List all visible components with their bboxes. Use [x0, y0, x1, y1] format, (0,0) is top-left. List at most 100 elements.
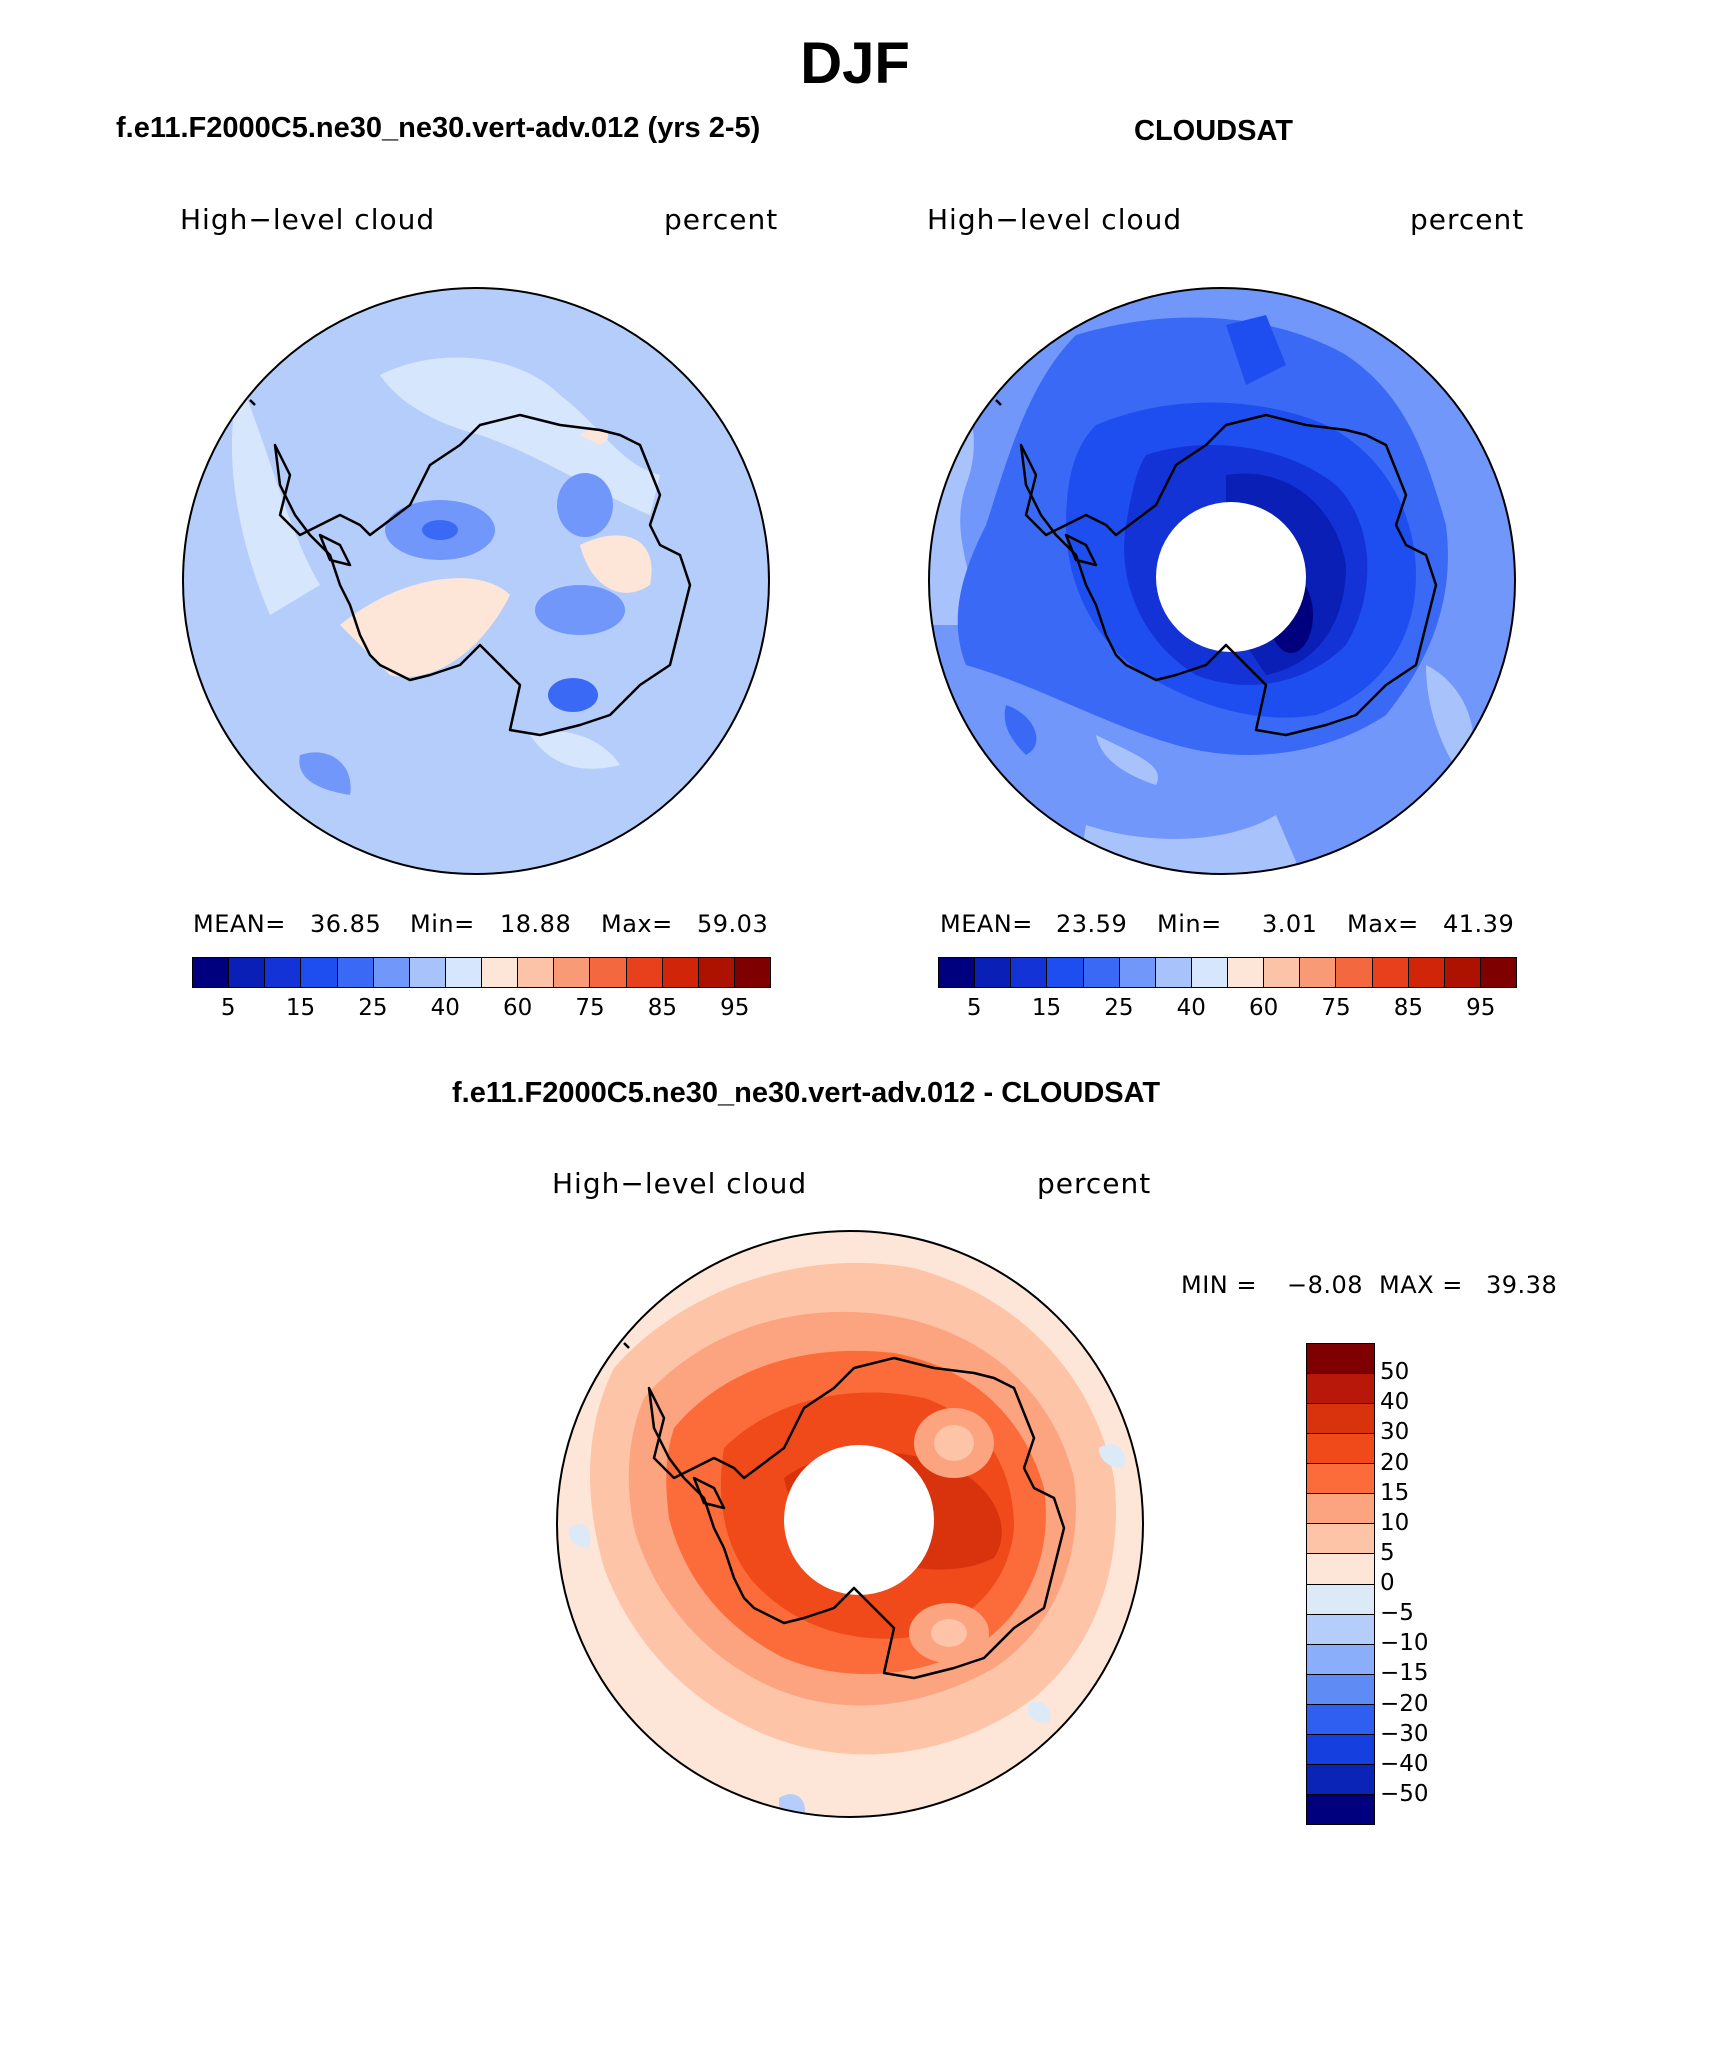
colorbar-swatch — [1307, 1674, 1374, 1705]
colorbar-swatch — [337, 958, 374, 987]
colorbar-tick-label: 40 — [1380, 1389, 1410, 1416]
obs-units-label: percent — [1410, 203, 1525, 236]
obs-mean-label: MEAN= — [940, 910, 1033, 938]
colorbar-swatch — [554, 958, 591, 987]
colorbar-tick-label: −5 — [1380, 1600, 1414, 1627]
colorbar-swatch — [590, 958, 627, 987]
colorbar-swatch — [1307, 1704, 1374, 1735]
colorbar-swatch — [482, 958, 519, 987]
colorbar-swatch — [1083, 958, 1120, 987]
model-min-label: Min= — [410, 910, 475, 938]
colorbar-tick-label: −20 — [1380, 1690, 1429, 1717]
figure-title: DJF — [800, 31, 910, 96]
colorbar-tick-label: 30 — [1380, 1419, 1410, 1446]
obs-min-label: Min= — [1157, 910, 1222, 938]
colorbar-swatch — [1307, 1344, 1374, 1375]
colorbar-tick-label: −40 — [1380, 1750, 1429, 1777]
colorbar-swatch — [1119, 958, 1156, 987]
colorbar-tick-label: 50 — [1380, 1359, 1410, 1386]
colorbar-swatch — [1011, 958, 1048, 987]
colorbar-swatch — [1408, 958, 1445, 987]
colorbar-swatch — [229, 958, 266, 987]
colorbar-swatch — [409, 958, 446, 987]
colorbar-swatch — [1444, 958, 1481, 987]
colorbar-tick-label: −10 — [1380, 1630, 1429, 1657]
colorbar-swatch — [1307, 1554, 1374, 1585]
colorbar-tick-label: 95 — [720, 995, 750, 1021]
obs-panel-title: CLOUDSAT — [1134, 115, 1293, 147]
colorbar-swatch — [193, 958, 230, 987]
colorbar-tick-label: 15 — [1031, 995, 1062, 1021]
colorbar-swatch — [1480, 958, 1516, 987]
colorbar-tick-label: 40 — [1176, 995, 1206, 1021]
colorbar-swatch — [734, 958, 770, 987]
colorbar-tick-label: 75 — [575, 995, 605, 1021]
colorbar-swatch — [1191, 958, 1228, 987]
diff-min-value: −8.08 — [1287, 1271, 1364, 1299]
colorbar-tick-label: 75 — [1321, 995, 1351, 1021]
colorbar-swatch — [265, 958, 302, 987]
model-colorbar — [192, 957, 771, 988]
diff-map — [556, 1230, 1144, 1818]
colorbar-swatch — [1307, 1734, 1374, 1765]
model-panel-title: f.e11.F2000C5.ne30_ne30.vert-adv.012 (yr… — [116, 112, 761, 144]
colorbar-swatch — [626, 958, 663, 987]
colorbar-swatch — [1155, 958, 1192, 987]
colorbar-tick-label: 95 — [1466, 995, 1496, 1021]
colorbar-tick-label: 60 — [503, 995, 533, 1021]
diff-panel-title: f.e11.F2000C5.ne30_ne30.vert-adv.012 - C… — [452, 1077, 1161, 1109]
colorbar-tick-label: 10 — [1380, 1509, 1410, 1536]
colorbar-tick-label: 0 — [1380, 1570, 1395, 1596]
obs-max-value: 41.39 — [1443, 910, 1515, 938]
model-map — [182, 287, 770, 875]
diff-colorbar-labels: 50 40 30 20 15 10 5 0 −5 −10 −15 −20 −30 −40 −50 — [1380, 1343, 1460, 1823]
obs-mean-value: 23.59 — [1056, 910, 1128, 938]
colorbar-swatch — [1307, 1374, 1374, 1405]
obs-max-label: Max= — [1347, 910, 1419, 938]
colorbar-tick-label: 40 — [430, 995, 460, 1021]
colorbar-swatch — [445, 958, 482, 987]
diff-colorbar — [1306, 1343, 1375, 1825]
colorbar-tick-label: 25 — [1104, 995, 1134, 1021]
colorbar-swatch — [1307, 1614, 1374, 1645]
diff-max-value: 39.38 — [1486, 1271, 1558, 1299]
colorbar-tick-label: 5 — [1380, 1539, 1395, 1566]
colorbar-swatch — [1264, 958, 1301, 987]
colorbar-swatch — [1307, 1434, 1374, 1465]
diff-units-label: percent — [1037, 1167, 1152, 1200]
colorbar-swatch — [1307, 1404, 1374, 1435]
obs-map — [928, 287, 1516, 875]
obs-colorbar-labels: 5 15 25 40 60 75 85 95 — [938, 995, 1515, 1025]
colorbar-tick-label: 5 — [220, 995, 236, 1021]
model-max-label: Max= — [601, 910, 673, 938]
colorbar-tick-label: 85 — [647, 995, 678, 1021]
colorbar-swatch — [1228, 958, 1265, 987]
model-colorbar-labels: 5 15 25 40 60 75 85 95 — [192, 995, 769, 1025]
colorbar-swatch — [698, 958, 735, 987]
colorbar-swatch — [1307, 1494, 1374, 1525]
colorbar-swatch — [1307, 1464, 1374, 1495]
diff-min-label: MIN = — [1181, 1271, 1257, 1299]
model-units-label: percent — [664, 203, 779, 236]
diff-variable-label: High−level cloud — [552, 1167, 808, 1200]
model-min-value: 18.88 — [500, 910, 572, 938]
colorbar-swatch — [1307, 1524, 1374, 1555]
colorbar-swatch — [1307, 1584, 1374, 1615]
colorbar-swatch — [1336, 958, 1373, 987]
colorbar-swatch — [301, 958, 338, 987]
model-variable-label: High−level cloud — [180, 203, 436, 236]
colorbar-swatch — [939, 958, 976, 987]
colorbar-swatch — [518, 958, 555, 987]
colorbar-swatch — [662, 958, 699, 987]
colorbar-tick-label: 15 — [285, 995, 316, 1021]
colorbar-swatch — [1307, 1794, 1374, 1824]
obs-variable-label: High−level cloud — [927, 203, 1183, 236]
colorbar-tick-label: −30 — [1380, 1720, 1429, 1747]
model-max-value: 59.03 — [697, 910, 769, 938]
colorbar-tick-label: 85 — [1393, 995, 1424, 1021]
colorbar-swatch — [1307, 1644, 1374, 1675]
colorbar-swatch — [1300, 958, 1337, 987]
colorbar-swatch — [1047, 958, 1084, 987]
model-mean-label: MEAN= — [193, 910, 286, 938]
colorbar-tick-label: 20 — [1380, 1449, 1410, 1476]
